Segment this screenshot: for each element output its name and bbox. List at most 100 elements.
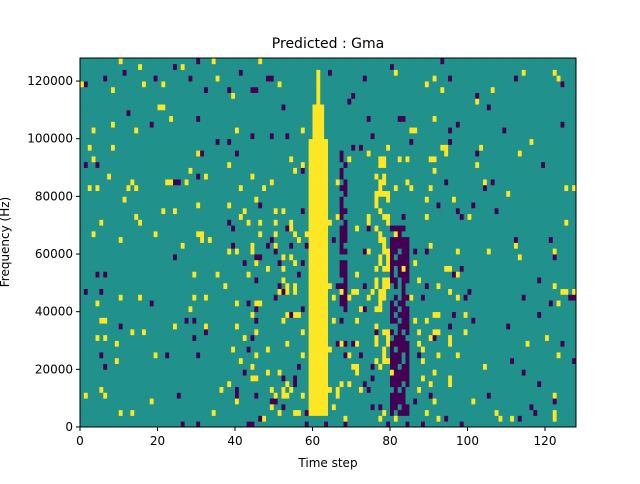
heatmap-cell bbox=[91, 323, 96, 330]
heatmap-cell bbox=[359, 196, 364, 203]
heatmap-cell bbox=[138, 369, 143, 376]
heatmap-cell bbox=[107, 81, 112, 88]
heatmap-cell bbox=[103, 213, 108, 220]
heatmap-cell bbox=[355, 294, 360, 301]
heatmap-cell bbox=[269, 81, 275, 88]
heatmap-cell bbox=[111, 398, 116, 405]
heatmap-cell bbox=[308, 86, 313, 93]
heatmap-cell bbox=[343, 190, 348, 197]
heatmap-cell bbox=[285, 277, 290, 284]
heatmap-cell bbox=[362, 409, 368, 416]
heatmap-cell bbox=[347, 63, 352, 70]
heatmap-cell bbox=[269, 75, 275, 82]
heatmap-cell bbox=[312, 63, 317, 70]
heatmap-cell bbox=[204, 259, 209, 266]
heatmap-cell bbox=[254, 144, 259, 151]
heatmap-cell bbox=[370, 81, 375, 88]
heatmap-cell bbox=[142, 392, 147, 399]
heatmap-cell bbox=[153, 161, 158, 168]
heatmap-cell bbox=[184, 179, 189, 186]
heatmap-cell bbox=[80, 213, 85, 220]
heatmap-cell bbox=[114, 300, 120, 307]
heatmap-cell bbox=[366, 69, 372, 76]
heatmap-cell bbox=[169, 207, 174, 215]
heatmap-cell bbox=[289, 121, 294, 128]
heatmap-cell bbox=[297, 121, 302, 128]
heatmap-cell bbox=[359, 277, 364, 284]
heatmap-cell bbox=[343, 63, 348, 70]
heatmap-cell bbox=[308, 282, 313, 290]
heatmap-cell bbox=[293, 230, 298, 238]
heatmap-cell bbox=[277, 161, 282, 168]
heatmap-cell bbox=[308, 421, 313, 428]
heatmap-cell bbox=[192, 75, 197, 82]
heatmap-cell bbox=[281, 282, 286, 290]
heatmap-cell bbox=[145, 265, 151, 272]
heatmap-cell bbox=[173, 121, 178, 128]
heatmap-cell bbox=[312, 150, 317, 157]
heatmap-cell bbox=[142, 86, 147, 93]
heatmap-cell bbox=[103, 179, 108, 186]
heatmap-cell bbox=[347, 138, 352, 145]
heatmap-cell bbox=[324, 92, 329, 99]
heatmap-cell bbox=[347, 86, 352, 93]
heatmap-cell bbox=[324, 86, 329, 93]
heatmap-cell bbox=[343, 92, 348, 99]
heatmap-cell bbox=[107, 340, 112, 347]
heatmap-cell bbox=[254, 392, 259, 399]
heatmap-cell bbox=[262, 352, 267, 359]
heatmap-cell bbox=[242, 63, 248, 70]
heatmap-cell bbox=[231, 409, 236, 416]
heatmap-cell bbox=[320, 69, 325, 76]
heatmap-cell bbox=[266, 81, 271, 88]
heatmap-cell bbox=[238, 421, 244, 428]
heatmap-cell bbox=[80, 75, 85, 82]
heatmap-cell bbox=[250, 328, 255, 336]
heatmap-cell bbox=[188, 230, 193, 238]
heatmap-cell bbox=[308, 323, 313, 330]
heatmap-cell bbox=[165, 150, 170, 157]
heatmap-cell bbox=[169, 92, 174, 99]
heatmap-cell bbox=[250, 69, 255, 76]
heatmap-cell bbox=[91, 184, 96, 192]
heatmap-cell bbox=[153, 219, 158, 226]
heatmap-cell bbox=[200, 369, 205, 376]
heatmap-cell bbox=[118, 300, 124, 307]
heatmap-cell bbox=[223, 58, 228, 65]
heatmap-cell bbox=[231, 259, 236, 266]
heatmap-cell bbox=[347, 288, 352, 295]
heatmap-cell bbox=[343, 305, 348, 313]
heatmap-cell bbox=[122, 207, 127, 215]
heatmap-cell bbox=[196, 300, 201, 307]
heatmap-cell bbox=[184, 328, 189, 336]
heatmap-cell bbox=[103, 156, 108, 163]
heatmap-cell bbox=[366, 225, 372, 232]
heatmap-cell bbox=[107, 363, 112, 370]
heatmap-cell bbox=[355, 300, 360, 307]
heatmap-cell bbox=[269, 421, 275, 428]
heatmap-cell bbox=[80, 127, 85, 134]
heatmap-cell bbox=[118, 98, 124, 105]
heatmap-cell bbox=[184, 398, 189, 405]
heatmap-cell bbox=[250, 75, 255, 82]
heatmap-cell bbox=[211, 242, 217, 249]
heatmap-cell bbox=[331, 132, 337, 140]
heatmap-cell bbox=[176, 58, 182, 65]
heatmap-cell bbox=[258, 219, 263, 226]
heatmap-cell bbox=[273, 144, 279, 151]
heatmap-cell bbox=[359, 300, 364, 307]
heatmap-cell bbox=[300, 132, 306, 140]
heatmap-cell bbox=[122, 363, 127, 370]
heatmap-cell bbox=[169, 161, 174, 168]
heatmap-cell bbox=[277, 63, 282, 70]
heatmap-cell bbox=[157, 156, 162, 163]
heatmap-cell bbox=[145, 288, 151, 295]
heatmap-cell bbox=[320, 98, 325, 105]
heatmap-cell bbox=[130, 363, 135, 370]
heatmap-cell bbox=[227, 63, 232, 70]
heatmap-cell bbox=[262, 98, 267, 105]
heatmap-cell bbox=[204, 409, 209, 416]
heatmap-cell bbox=[83, 69, 89, 76]
heatmap-cell bbox=[192, 150, 197, 157]
heatmap-cell bbox=[331, 300, 337, 307]
